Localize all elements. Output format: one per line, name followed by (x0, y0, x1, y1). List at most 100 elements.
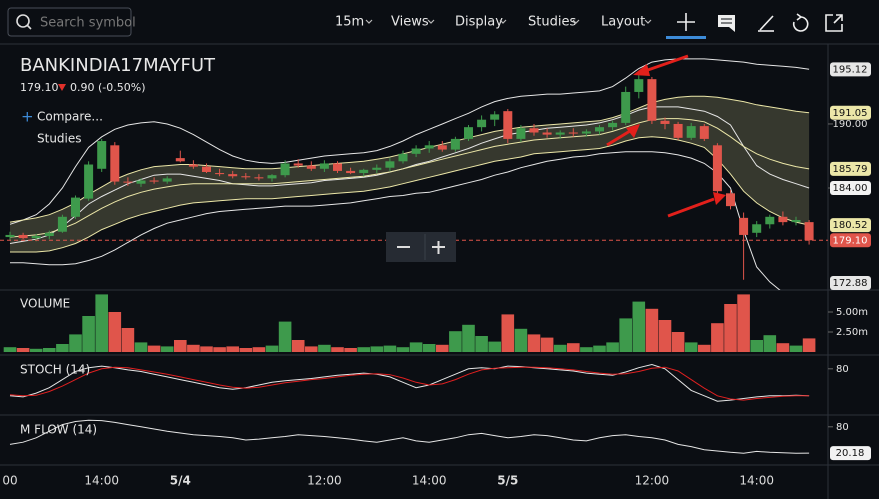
menu-display[interactable]: Display (455, 15, 503, 30)
volume-bar (789, 345, 803, 352)
candle-body (608, 122, 618, 128)
compare-plus: + (21, 108, 34, 126)
menu-views[interactable]: Views (391, 15, 429, 30)
y-tick-label: 190.00 (833, 119, 868, 130)
x-tick-label: 12:00 (635, 474, 670, 488)
volume-bar (409, 342, 423, 352)
volume-bar (580, 347, 593, 352)
volume-bar (56, 344, 69, 352)
indicator-line (9, 366, 810, 401)
band-line (10, 136, 810, 253)
search-placeholder[interactable]: Search symbol (40, 16, 136, 31)
volume-bar (776, 343, 790, 352)
volume-bar (147, 345, 161, 352)
band-line (9, 95, 810, 223)
candle-body (346, 170, 356, 174)
candle-body (726, 193, 735, 207)
popout-tool[interactable] (825, 14, 843, 32)
candle-body (228, 174, 238, 177)
candle-body (280, 163, 290, 176)
candle-body (372, 167, 382, 170)
x-tick-label: 14:00 (84, 474, 119, 488)
volume-bar (134, 342, 148, 352)
x-tick-label: 12:00 (307, 474, 342, 488)
draw-tool[interactable] (758, 15, 774, 32)
price-badge (830, 233, 871, 248)
price-badge-label: 191.05 (833, 108, 868, 119)
candle-body (555, 132, 565, 135)
y-tick-label: 2.50m (836, 327, 868, 338)
comment-tool[interactable] (718, 15, 735, 32)
candle-body (319, 163, 329, 169)
volume-bar (449, 331, 462, 352)
volume-bar (436, 344, 449, 352)
crosshair-tool[interactable] (677, 13, 695, 31)
studies-link[interactable]: Studies (37, 132, 82, 146)
menu-layout[interactable]: Layout (601, 15, 645, 30)
x-tick-label: 5/5 (497, 474, 518, 488)
volume-bar (331, 347, 344, 352)
candle-body (57, 216, 67, 232)
zoom-in[interactable] (432, 241, 445, 254)
y-tick-label: 80 (836, 364, 849, 375)
active-tool-indicator (666, 36, 706, 39)
chevrons (365, 19, 652, 24)
menu-interval[interactable]: 15m (335, 15, 364, 30)
candle-body (136, 180, 146, 184)
volume-bar (383, 345, 397, 352)
price-badge-label: 20.18 (836, 448, 865, 459)
price-badge (830, 105, 871, 120)
main-plot (5, 58, 814, 290)
down-arrow (58, 84, 66, 91)
price-badge (830, 446, 871, 461)
candle-body (804, 222, 814, 241)
candle-body (660, 120, 670, 124)
candle-body (791, 220, 801, 223)
candle-body (241, 176, 251, 178)
x-tick-label: 5/4 (170, 474, 191, 488)
volume-bar (174, 340, 187, 352)
search-box[interactable] (7, 7, 132, 37)
candle-body (110, 145, 120, 182)
candle-body (84, 164, 94, 199)
volume-bar (239, 348, 253, 352)
volume-bar (16, 348, 30, 352)
volume-bar (160, 346, 174, 352)
volume-bar (802, 338, 816, 352)
price-badge (830, 276, 871, 290)
candle-body (647, 79, 657, 121)
volume-bar (567, 343, 580, 352)
volume-bar (213, 347, 226, 352)
last-price: 179.10 (20, 81, 59, 94)
volume-bar (540, 337, 554, 352)
menu-studies[interactable]: Studies (528, 15, 576, 30)
volume-bar (698, 344, 711, 352)
volume-bar (278, 321, 292, 352)
volume-bar (671, 332, 685, 352)
candle-body (411, 148, 421, 154)
band-fill (10, 96, 810, 252)
volume-bar (82, 316, 95, 352)
candle-body (188, 164, 198, 167)
volume-bar (724, 304, 737, 352)
price-badge-label: 172.88 (833, 278, 868, 289)
volume-bar (318, 344, 331, 352)
volume-bar (737, 294, 750, 352)
volume-bar (645, 308, 659, 352)
toolbar: Search symbol 15m Views Display Studies … (7, 7, 843, 39)
candle-body (699, 126, 709, 139)
volume-bar (475, 336, 488, 352)
candle-body (542, 132, 552, 135)
x-tick-label: 14:00 (739, 474, 774, 488)
panel-title: STOCH (14) (20, 363, 90, 377)
candle-body (529, 128, 539, 133)
candle-body (450, 138, 460, 150)
compare-link[interactable]: Compare... (37, 110, 103, 124)
candle-body (503, 111, 513, 139)
reset-tool[interactable] (792, 13, 809, 32)
candle-body (293, 163, 303, 166)
price-badge (830, 62, 871, 77)
volume-bar (619, 318, 632, 352)
volume-bar (344, 348, 357, 352)
